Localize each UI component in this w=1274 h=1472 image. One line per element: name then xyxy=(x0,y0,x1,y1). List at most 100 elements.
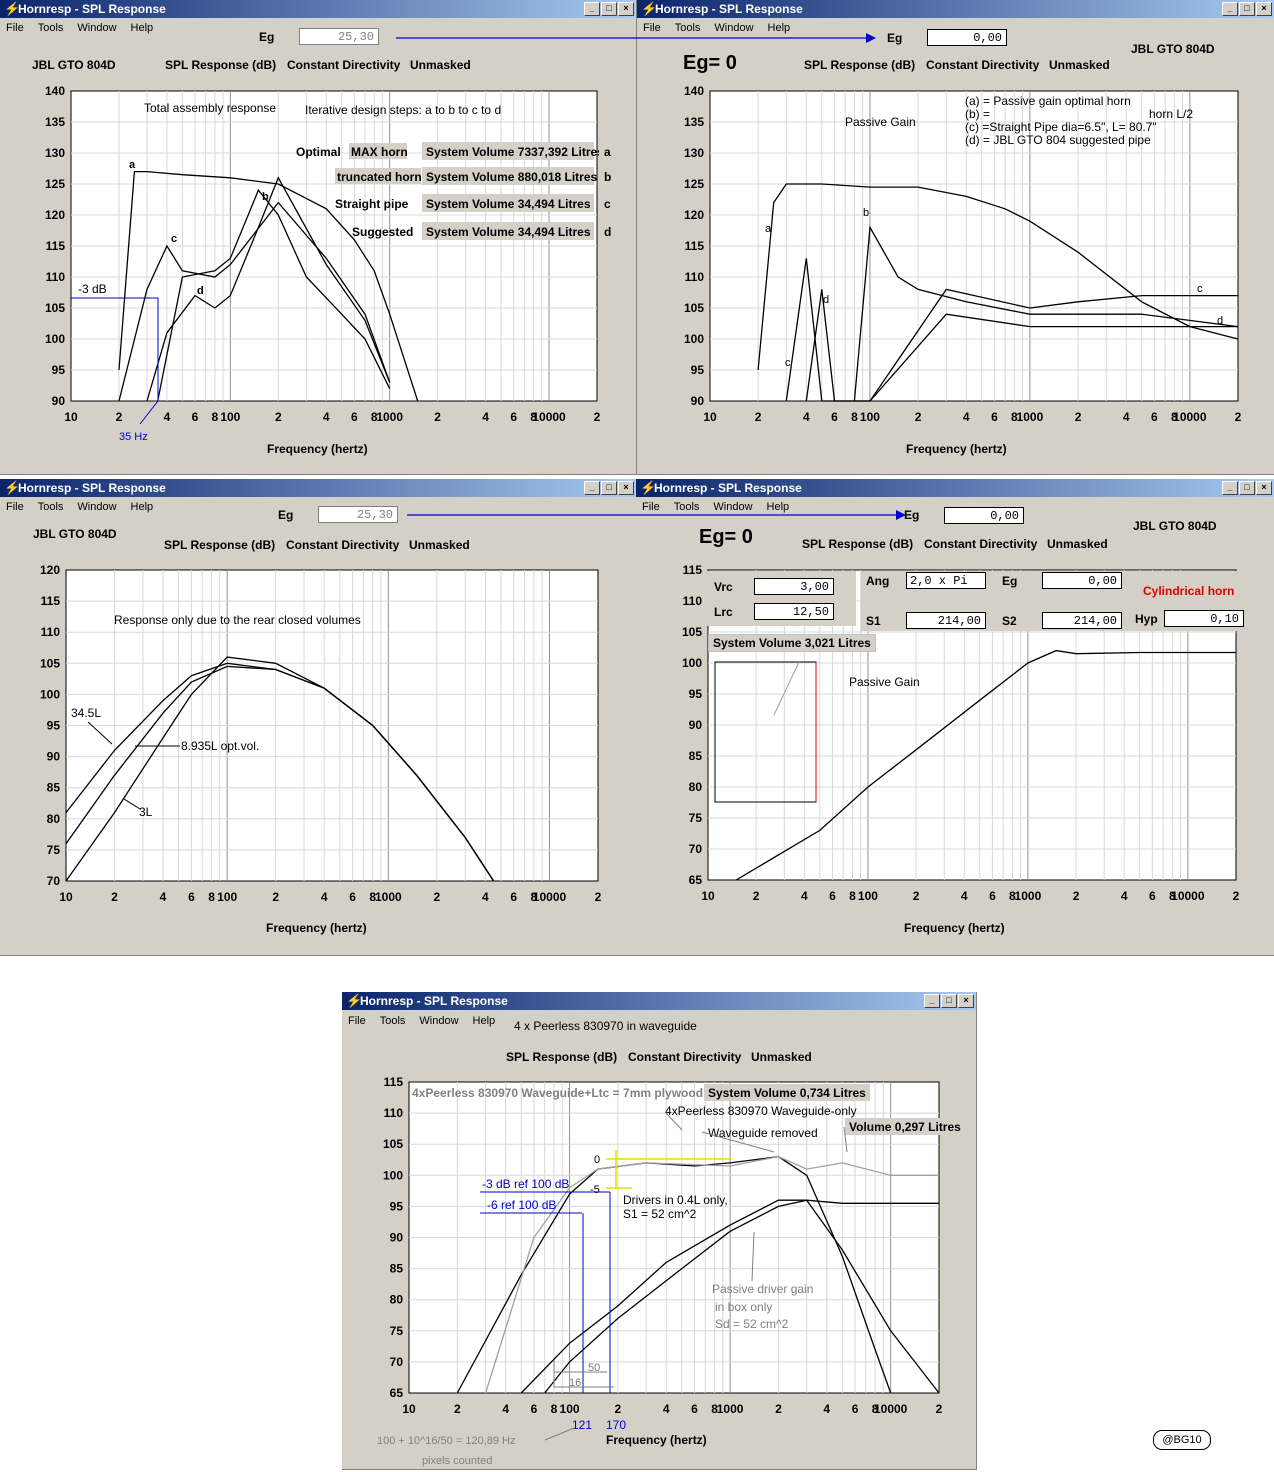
menu-window[interactable]: Window xyxy=(713,501,753,513)
menu-help[interactable]: Help xyxy=(766,501,790,513)
x-tick-label: 6 xyxy=(991,410,998,424)
ang-label: Ang xyxy=(866,574,890,588)
chart-title: Total assembly response xyxy=(144,101,276,115)
menu-window[interactable]: Window xyxy=(77,22,117,34)
y-tick-label: 90 xyxy=(52,394,66,408)
x-axis-label: Frequency (hertz) xyxy=(267,442,368,456)
series-label-c: c xyxy=(171,233,177,245)
menu-window[interactable]: Window xyxy=(419,1015,459,1027)
menu-help[interactable]: Help xyxy=(472,1015,496,1027)
eg-param-field[interactable]: 0,00 xyxy=(1042,572,1122,589)
close-icon[interactable]: × xyxy=(618,2,634,16)
x-tick-label: 6 xyxy=(852,1402,859,1416)
eg-field[interactable]: 0,00 xyxy=(944,507,1024,524)
eg-field[interactable]: 25,30 xyxy=(299,28,379,45)
menu-tools[interactable]: Tools xyxy=(673,501,700,513)
y-tick-label: 140 xyxy=(45,84,65,98)
window-title: Hornresp - SPL Response xyxy=(655,2,803,16)
close-icon[interactable]: × xyxy=(618,481,634,495)
spl-label: SPL Response (dB) xyxy=(802,537,914,551)
drivers-label-1: Drivers in 0.4L only, xyxy=(623,1193,728,1207)
title-bar[interactable]: ⚡ Hornresp - SPL Response _ □ × xyxy=(0,0,636,18)
s2-field[interactable]: 214,00 xyxy=(1042,612,1122,629)
menu-file[interactable]: File xyxy=(642,501,660,513)
window-peerless-waveguide: ⚡ Hornresp - SPL Response _ □ × File Tools Wi… xyxy=(342,992,977,1470)
menu-help[interactable]: Help xyxy=(130,501,154,513)
menu-file[interactable]: File xyxy=(643,22,661,34)
title-bar[interactable]: ⚡ Hornresp - SPL Response _ □ × xyxy=(342,992,976,1010)
menu-file[interactable]: File xyxy=(6,22,24,34)
y-tick-label: 90 xyxy=(689,718,703,732)
minus-3db-label: -3 dB xyxy=(78,282,107,296)
x-tick-label: 8 xyxy=(371,410,378,424)
maximize-icon[interactable]: □ xyxy=(1239,481,1255,495)
menu-help[interactable]: Help xyxy=(130,22,154,34)
minimize-icon[interactable]: _ xyxy=(1222,481,1238,495)
close-icon[interactable]: × xyxy=(1256,481,1272,495)
menu-file[interactable]: File xyxy=(348,1015,366,1027)
eg-field[interactable]: 0,00 xyxy=(927,29,1007,46)
y-tick-label: 120 xyxy=(684,208,704,222)
minimize-icon[interactable]: _ xyxy=(924,994,940,1008)
y-tick-label: 85 xyxy=(689,749,703,763)
vrc-field[interactable]: 3,00 xyxy=(754,578,834,595)
menu-window[interactable]: Window xyxy=(714,22,754,34)
menu-tools[interactable]: Tools xyxy=(674,22,701,34)
title-bar[interactable]: ⚡ Hornresp - SPL Response _ □ × xyxy=(0,479,636,497)
menu-file[interactable]: File xyxy=(6,501,24,513)
legend-prefix: Suggested xyxy=(352,225,413,239)
x-tick-label: 4 xyxy=(963,410,970,424)
s1-field[interactable]: 214,00 xyxy=(906,612,986,629)
menu-bar: File Tools Window Help xyxy=(636,498,797,516)
title-bar[interactable]: ⚡ Hornresp - SPL Response _ □ × xyxy=(636,479,1274,497)
system-volume-label: System Volume 3,021 Litres xyxy=(708,634,876,652)
ang-field[interactable]: 2,0 x Pi xyxy=(906,572,986,589)
x-tick-label: 10 xyxy=(59,890,73,904)
menu-tools[interactable]: Tools xyxy=(379,1015,406,1027)
x-tick-label: 10000 xyxy=(533,890,567,904)
series-line-a xyxy=(118,170,419,402)
legend-box xyxy=(335,168,421,184)
y-tick-label: 115 xyxy=(683,563,703,577)
x-tick-label: 6 xyxy=(349,890,356,904)
freq-35hz-pointer xyxy=(139,400,159,425)
zero-label: 0 xyxy=(594,1154,600,1166)
minimize-icon[interactable]: _ xyxy=(1222,2,1238,16)
legend-tag-box xyxy=(599,194,615,212)
mask-label: Unmasked xyxy=(1049,58,1110,72)
eg-field[interactable]: 25,30 xyxy=(318,506,398,523)
x-tick-label: 8 xyxy=(711,1402,718,1416)
close-icon[interactable]: × xyxy=(958,994,974,1008)
menu-window[interactable]: Window xyxy=(77,501,117,513)
x-tick-label: 6 xyxy=(831,410,838,424)
series-label-8-935l: 8.935L opt.vol. xyxy=(181,739,259,753)
minimize-icon[interactable]: _ xyxy=(584,481,600,495)
x-tick-label: 4 xyxy=(803,410,810,424)
x-tick-label: 8 xyxy=(1171,410,1178,424)
directivity-label: Constant Directivity xyxy=(286,538,400,552)
menu-tools[interactable]: Tools xyxy=(37,501,64,513)
hyp-field[interactable]: 0,10 xyxy=(1164,610,1244,627)
x-tick-label: 100 xyxy=(860,410,880,424)
maximize-icon[interactable]: □ xyxy=(601,481,617,495)
title-bar[interactable]: ⚡ Hornresp - SPL Response _ □ × xyxy=(637,0,1274,18)
menu-tools[interactable]: Tools xyxy=(37,22,64,34)
close-icon[interactable]: × xyxy=(1256,2,1272,16)
legend-volume-box xyxy=(422,142,594,160)
lrc-field[interactable]: 12,50 xyxy=(754,603,834,620)
x-tick-label: 8 xyxy=(1169,889,1176,903)
x-tick-label: 10000 xyxy=(874,1402,908,1416)
legend-box xyxy=(349,143,407,159)
y-tick-label: 70 xyxy=(47,874,61,888)
window-cylindrical-horn: ⚡ Hornresp - SPL Response _ □ × File Tools Wi… xyxy=(636,479,1274,956)
chart-subtitle: 4 x Peerless 830970 in waveguide xyxy=(514,1019,697,1033)
minimize-icon[interactable]: _ xyxy=(584,2,600,16)
maximize-icon[interactable]: □ xyxy=(941,994,957,1008)
maximize-icon[interactable]: □ xyxy=(1239,2,1255,16)
x-tick-label: 100 xyxy=(220,410,240,424)
maximize-icon[interactable]: □ xyxy=(601,2,617,16)
menu-help[interactable]: Help xyxy=(767,22,791,34)
waveguide-only-label: 4xPeerless 830970 Waveguide-only xyxy=(665,1104,857,1118)
y-tick-label: 125 xyxy=(45,177,65,191)
x-tick-label: 8 xyxy=(1011,410,1018,424)
